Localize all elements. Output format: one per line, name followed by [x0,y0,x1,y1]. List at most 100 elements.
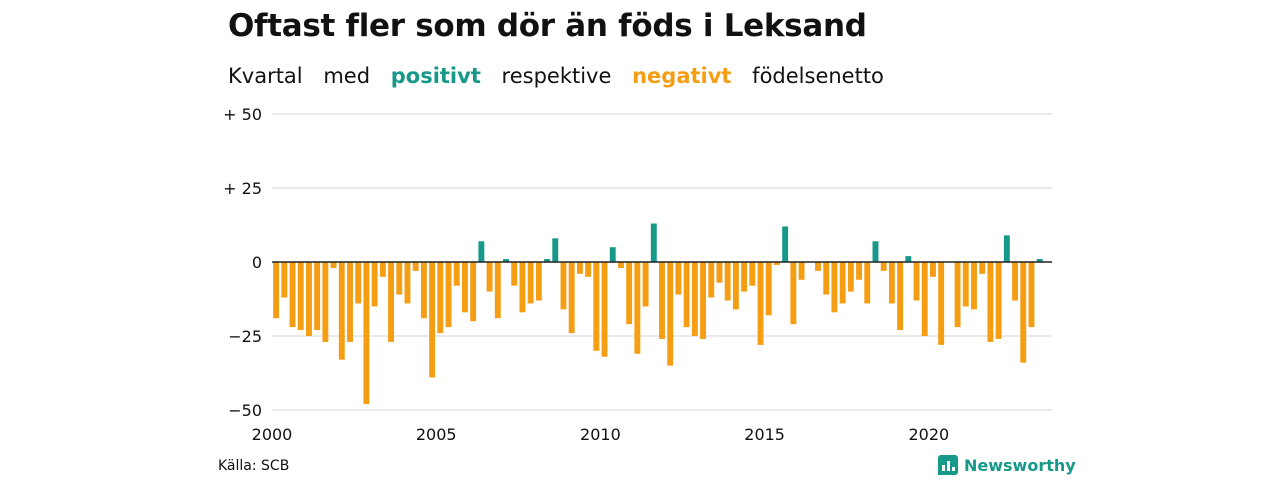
bar [732,262,739,310]
bar [560,262,567,310]
bar [305,262,312,336]
subtitle-word: respektive [501,64,612,88]
bar [486,262,493,292]
bar [511,262,518,286]
newsworthy-icon [938,455,958,475]
bar [527,262,534,304]
bar [790,262,797,325]
bar [913,262,920,301]
bar [872,241,879,262]
bar [273,262,280,319]
bar [888,262,895,304]
y-tick-label: −50 [228,401,262,420]
bar [420,262,427,319]
bar [437,262,444,334]
bar [683,262,690,328]
y-tick-label: + 50 [223,105,262,124]
bar [823,262,830,295]
bar [773,262,780,265]
bar [576,262,583,274]
bar [412,262,419,271]
bar [757,262,764,345]
bar [379,262,386,277]
bar [347,262,353,342]
bar [831,262,838,313]
bar [568,262,575,334]
bar [289,262,296,328]
bar [691,262,698,336]
bar [1003,235,1010,262]
bar [782,226,789,262]
bar [519,262,526,313]
bar [1012,262,1019,301]
bar [552,238,559,262]
bar [675,262,682,295]
y-tick-label: −25 [228,327,262,346]
bar [667,262,674,366]
bar [700,262,707,339]
bar [749,262,756,286]
bar [609,247,616,262]
bar [404,262,411,304]
bar [429,262,436,378]
bar [847,262,854,292]
subtitle-word: Kvartal [228,64,303,88]
bar [864,262,871,304]
bar [839,262,846,304]
bar [617,262,624,268]
bar [626,262,633,325]
bar [716,262,723,283]
bar [461,262,468,313]
bar [659,262,665,339]
x-tick-label: 2020 [908,425,949,444]
bar [921,262,928,336]
bar [338,262,345,360]
subtitle-negative-label: negativt [632,64,732,88]
bar [634,262,641,354]
bar [897,262,904,331]
y-tick-label: 0 [252,253,262,272]
bar [798,262,805,280]
bar [585,262,592,277]
bar [979,262,986,274]
bar [388,262,395,342]
bar [396,262,403,295]
bar [535,262,542,301]
bar [708,262,715,298]
bar [1028,262,1035,328]
bar [363,262,370,405]
bar [593,262,600,351]
bar [642,262,649,307]
x-tick-label: 2000 [252,425,293,444]
bar [478,241,485,262]
bar [503,259,509,262]
bar [815,262,821,271]
bar [905,256,912,262]
subtitle-word: födelsenetto [752,64,884,88]
brand-logo: Newsworthy [938,455,1076,475]
x-tick-label: 2005 [416,425,457,444]
bar [938,262,945,345]
bar [330,262,337,268]
bar [445,262,452,328]
bar [470,262,477,322]
bar [355,262,362,304]
bar [1020,262,1027,363]
bar [297,262,304,331]
source-note: Källa: SCB [218,458,290,474]
x-tick-label: 2015 [744,425,785,444]
chart-subtitle: Kvartal med positivt respektive negativt… [228,64,898,88]
y-tick-label: + 25 [223,179,262,198]
bar [880,262,887,271]
bar [453,262,460,286]
bar [741,262,748,292]
bar [1036,259,1043,262]
bar [856,262,863,280]
bar [371,262,378,307]
bar [314,262,321,331]
bar [929,262,936,277]
chart-title: Oftast fler som dör än föds i Leksand [228,8,867,44]
bar [995,262,1002,339]
subtitle-word: med [323,64,371,88]
